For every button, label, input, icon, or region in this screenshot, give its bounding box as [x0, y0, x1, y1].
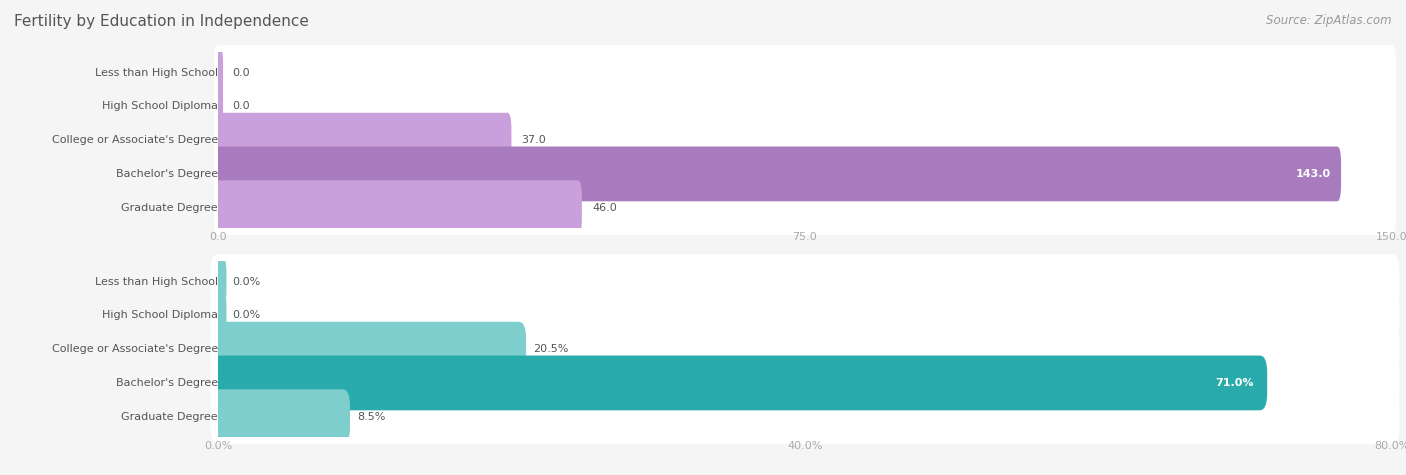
Text: Bachelor's Degree: Bachelor's Degree — [115, 378, 218, 388]
FancyBboxPatch shape — [214, 147, 1341, 201]
FancyBboxPatch shape — [211, 356, 1267, 410]
Text: Less than High School: Less than High School — [94, 276, 218, 286]
FancyBboxPatch shape — [211, 254, 1399, 309]
FancyBboxPatch shape — [214, 113, 1396, 168]
FancyBboxPatch shape — [211, 322, 1399, 377]
FancyBboxPatch shape — [214, 79, 1396, 133]
Text: 37.0: 37.0 — [522, 135, 547, 145]
FancyBboxPatch shape — [211, 322, 526, 377]
Text: College or Associate's Degree: College or Associate's Degree — [52, 344, 218, 354]
FancyBboxPatch shape — [214, 147, 1396, 201]
Text: High School Diploma: High School Diploma — [101, 310, 218, 320]
FancyBboxPatch shape — [214, 45, 1396, 100]
FancyBboxPatch shape — [214, 113, 512, 168]
FancyBboxPatch shape — [214, 79, 224, 133]
FancyBboxPatch shape — [214, 180, 1396, 235]
Text: Source: ZipAtlas.com: Source: ZipAtlas.com — [1267, 14, 1392, 27]
FancyBboxPatch shape — [211, 254, 226, 309]
Text: Less than High School: Less than High School — [94, 67, 218, 77]
Text: High School Diploma: High School Diploma — [101, 101, 218, 111]
Text: College or Associate's Degree: College or Associate's Degree — [52, 135, 218, 145]
FancyBboxPatch shape — [211, 356, 1399, 410]
Text: 46.0: 46.0 — [592, 203, 617, 213]
Text: 8.5%: 8.5% — [357, 412, 385, 422]
FancyBboxPatch shape — [211, 288, 1399, 342]
Text: 0.0%: 0.0% — [232, 310, 260, 320]
Text: Bachelor's Degree: Bachelor's Degree — [115, 169, 218, 179]
FancyBboxPatch shape — [214, 45, 224, 100]
Text: Fertility by Education in Independence: Fertility by Education in Independence — [14, 14, 309, 29]
Text: Graduate Degree: Graduate Degree — [121, 203, 218, 213]
Text: 0.0: 0.0 — [232, 101, 250, 111]
FancyBboxPatch shape — [211, 390, 350, 444]
Text: 143.0: 143.0 — [1296, 169, 1331, 179]
Text: 0.0%: 0.0% — [232, 276, 260, 286]
Text: 71.0%: 71.0% — [1216, 378, 1254, 388]
FancyBboxPatch shape — [214, 180, 582, 235]
FancyBboxPatch shape — [211, 390, 1399, 444]
Text: 20.5%: 20.5% — [533, 344, 568, 354]
Text: Graduate Degree: Graduate Degree — [121, 412, 218, 422]
FancyBboxPatch shape — [211, 288, 226, 342]
Text: 0.0: 0.0 — [232, 67, 250, 77]
